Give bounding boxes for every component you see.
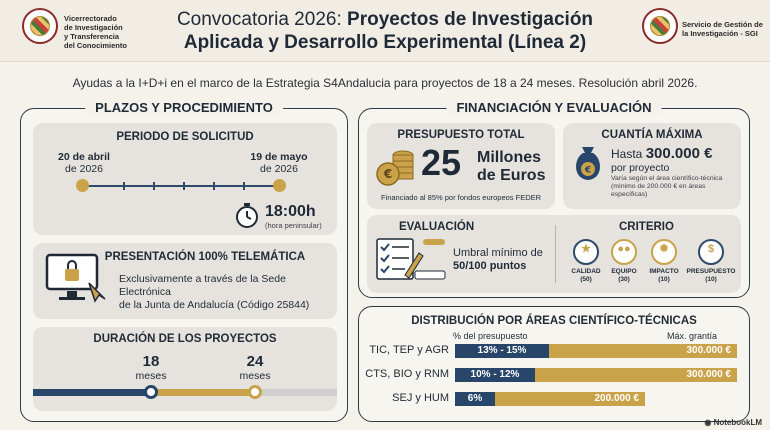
pct-bar: 6% [455, 392, 495, 406]
notebooklm-icon: ◉ [704, 418, 714, 427]
cuantia-card: CUANTÍA MÁXIMA € Hasta 300.000 € por pro… [563, 123, 741, 209]
duracion-min: 18 meses [135, 353, 167, 382]
medal-icon: ★ [573, 239, 599, 265]
table-row: TIC, TEP y AGR 13% - 15% 300.000 € [359, 344, 751, 358]
impact-icon: ✹ [651, 239, 677, 265]
cuantia-amount: Hasta 300.000 € [611, 145, 713, 162]
periodo-card: PERIODO DE SOLICITUD 20 de abril de 2026 … [33, 123, 337, 235]
criterio-title: CRITERIO [619, 221, 674, 233]
area-label: TIC, TEP y AGR [369, 344, 449, 356]
pct-bar: 10% - 12% [455, 368, 535, 382]
checklist-icon [376, 238, 446, 280]
page-title: Convocatoria 2026: Proyectos de Investig… [176, 9, 594, 53]
start-marker [76, 179, 89, 192]
criterio-calidad: ★ CALIDAD (50) [569, 239, 603, 284]
table-row: SEJ y HUM 6% 200.000 € [359, 392, 751, 406]
duracion-title: DURACIÓN DE LOS PROYECTOS [93, 333, 277, 345]
telematica-text: Exclusivamente a través de la Sede Elect… [119, 273, 310, 311]
col-max-header: Máx. grantía [667, 331, 718, 341]
criterio-equipo: ●● EQUIPO (30) [607, 239, 641, 284]
duracion-bar-navy [33, 389, 151, 396]
coins-icon: € [376, 150, 414, 186]
subtitle: Ayudas a la I+D+i en el marco de la Estr… [72, 76, 698, 90]
evaluacion-divider [555, 225, 556, 283]
max-bar: 200.000 € [495, 392, 645, 406]
left-org-name: Vicerrectorado de Investigación y Transfe… [64, 14, 127, 50]
duracion-max-marker [248, 385, 262, 399]
end-date: 19 de mayo de 2026 [250, 151, 308, 175]
criterio-presupuesto: $ PRESUPUESTO (10) [685, 239, 737, 284]
deadline-time: 18:00h [265, 203, 316, 220]
criterio-impacto: ✹ IMPACTO (10) [647, 239, 681, 284]
duracion-bar-rest [255, 389, 337, 396]
header: Vicerrectorado de Investigación y Transfe… [0, 0, 770, 62]
start-date: 20 de abril de 2026 [58, 151, 110, 175]
cuantia-title: CUANTÍA MÁXIMA [601, 129, 703, 141]
distribucion-title: DISTRIBUCIÓN POR ÁREAS CIENTÍFICO-TÉCNIC… [411, 315, 697, 327]
financiacion-title: FINANCIACIÓN Y EVALUACIÓN [446, 100, 662, 115]
timeline-tick [153, 182, 155, 190]
telematica-card: PRESENTACIÓN 100% TELEMÁTICA Exclusivame… [33, 243, 337, 319]
timeline-tick [213, 182, 215, 190]
money-hand-icon: $ [698, 239, 724, 265]
timeline-line [81, 185, 279, 187]
presupuesto-amount: 25 [421, 142, 462, 183]
periodo-title: PERIODO DE SOLICITUD [116, 131, 254, 143]
notebooklm-watermark: ◉ NotebookLM [704, 418, 762, 427]
presupuesto-card: PRESUPUESTO TOTAL € 25 Millones de Euros… [367, 123, 555, 209]
max-bar: 300.000 € [549, 344, 737, 358]
table-row: CTS, BIO y RNM 10% - 12% 300.000 € [359, 368, 751, 382]
computer-lock-icon [45, 253, 106, 303]
stopwatch-icon [236, 203, 258, 228]
university-seal-logo-right [642, 8, 678, 44]
telematica-title: PRESENTACIÓN 100% TELEMÁTICA [104, 251, 306, 263]
duracion-min-marker [144, 385, 158, 399]
area-label: CTS, BIO y RNM [365, 368, 449, 380]
timeline-tick [123, 182, 125, 190]
cuantia-per: por proyecto [611, 162, 670, 174]
distribucion-panel: DISTRIBUCIÓN POR ÁREAS CIENTÍFICO-TÉCNIC… [358, 306, 750, 422]
end-marker [273, 179, 286, 192]
right-org-name: Servicio de Gestión de la Investigación -… [682, 20, 763, 38]
evaluacion-title: EVALUACIÓN [399, 221, 475, 233]
cuantia-note: Varía según el área científico-técnica (… [611, 175, 723, 198]
plazos-panel: PLAZOS Y PROCEDIMIENTO PERIODO DE SOLICI… [20, 100, 348, 422]
area-label: SEJ y HUM [392, 392, 449, 404]
timeline-tick [243, 182, 245, 190]
money-bag-icon: € [576, 147, 600, 180]
team-icon: ●● [611, 239, 637, 265]
duracion-bar-gold [151, 389, 255, 396]
pct-bar: 13% - 15% [455, 344, 549, 358]
deadline-note: (hora peninsular) [265, 221, 322, 230]
max-bar: 300.000 € [535, 368, 737, 382]
plazos-title: PLAZOS Y PROCEDIMIENTO [85, 100, 283, 115]
timeline-tick [183, 182, 185, 190]
presupuesto-title: PRESUPUESTO TOTAL [397, 129, 525, 141]
duracion-max: 24 meses [239, 353, 271, 382]
evaluacion-text: Umbral mínimo de 50/100 puntos [453, 247, 543, 272]
evaluacion-card: EVALUACIÓN Umbral mínimo de 50/100 punto… [367, 215, 741, 293]
presupuesto-unit: Millones de Euros [477, 149, 546, 184]
presupuesto-note: Financiado al 85% por fondos europeos FE… [380, 193, 542, 202]
financiacion-panel: FINANCIACIÓN Y EVALUACIÓN PRESUPUESTO TO… [358, 100, 750, 298]
university-seal-logo [22, 8, 58, 44]
col-pct-header: % del presupuesto [453, 331, 528, 341]
svg-text:€: € [584, 166, 591, 176]
svg-text:€: € [383, 167, 392, 181]
duracion-card: DURACIÓN DE LOS PROYECTOS 18 meses 24 me… [33, 327, 337, 411]
